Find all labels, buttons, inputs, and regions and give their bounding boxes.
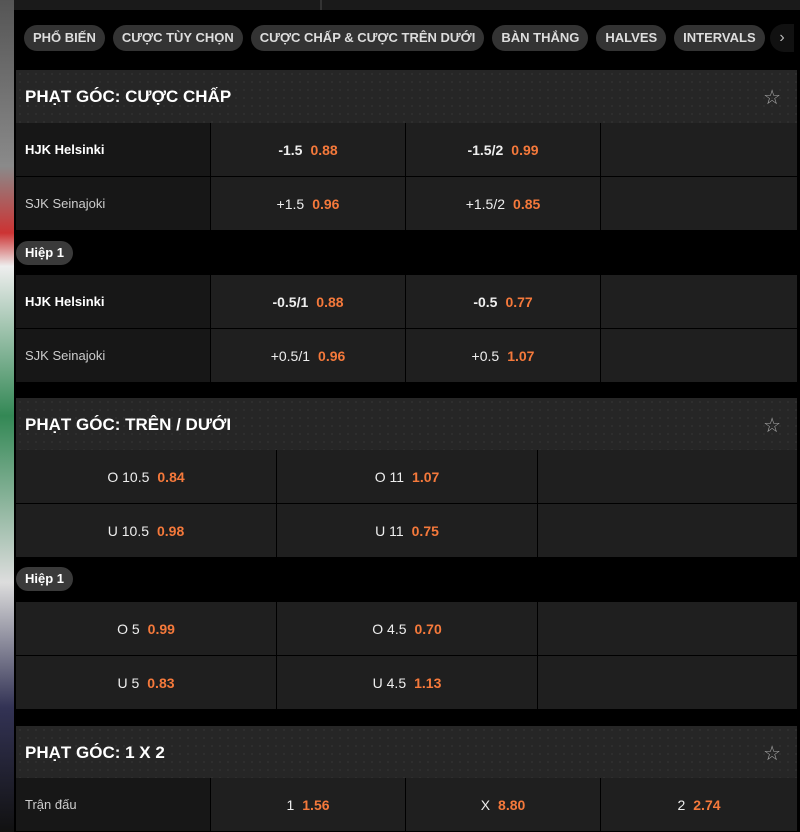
- empty-cell: [601, 177, 797, 230]
- section-title: PHẠT GÓC: CƯỢC CHẤP: [16, 70, 797, 123]
- odds-cell[interactable]: -1.5/2 0.99: [406, 123, 600, 176]
- empty-cell: [538, 602, 797, 655]
- market-tabs: PHỔ BIẾN CƯỢC TÙY CHỌN CƯỢC CHẤP & CƯỢC …: [24, 25, 765, 51]
- top-bar: [14, 0, 800, 10]
- empty-cell: [601, 329, 797, 382]
- star-icon[interactable]: ☆: [763, 743, 781, 765]
- odds-cell[interactable]: +0.5/1 0.96: [211, 329, 405, 382]
- tab-ban-thang[interactable]: BÀN THẮNG: [492, 25, 589, 51]
- odds-value: 0.88: [316, 293, 344, 310]
- tab-pho-bien[interactable]: PHỔ BIẾN: [24, 25, 105, 51]
- odds-cell[interactable]: U 5 0.83: [16, 656, 276, 709]
- odds-value: 2.74: [693, 796, 721, 813]
- odds-cell[interactable]: 2 2.74: [601, 778, 797, 831]
- star-icon[interactable]: ☆: [763, 415, 781, 437]
- handicap-line: O 11: [374, 468, 405, 485]
- odds-value: 0.88: [310, 141, 338, 158]
- odds-cell[interactable]: -0.5 0.77: [406, 275, 600, 328]
- odds-cell[interactable]: U 10.5 0.98: [16, 504, 276, 557]
- odds-value: 1.13: [414, 674, 442, 691]
- row-label: Trận đấu: [16, 778, 210, 831]
- section-over-under: PHẠT GÓC: TRÊN / DƯỚI ☆: [16, 398, 797, 451]
- odds-cell[interactable]: -0.5/1 0.88: [211, 275, 405, 328]
- handicap-line: U 11: [375, 522, 404, 539]
- odds-cell[interactable]: +1.5/2 0.85: [406, 177, 600, 230]
- over-under-table: O 10.5 0.84 O 11 1.07 U 10.5 0.98 U 11 0.75: [16, 450, 797, 557]
- section-title: PHẠT GÓC: 1 X 2: [16, 726, 797, 779]
- odds-value: 0.83: [147, 674, 175, 691]
- half-badge: Hiệp 1: [16, 567, 74, 591]
- background-strip: [0, 0, 14, 832]
- section-title: PHẠT GÓC: TRÊN / DƯỚI: [16, 398, 797, 451]
- empty-cell: [601, 275, 797, 328]
- odds-value: 8.80: [498, 796, 526, 813]
- team-name: HJK Helsinki: [16, 123, 210, 176]
- odds-cell[interactable]: +0.5 1.07: [406, 329, 600, 382]
- handicap-line: -0.5/1: [272, 293, 309, 310]
- handicap-line: 1: [286, 796, 295, 813]
- handicap-line: U 4.5: [372, 674, 407, 691]
- section-1x2: PHẠT GÓC: 1 X 2 ☆: [16, 726, 797, 779]
- odds-value: 0.99: [511, 141, 539, 158]
- odds-value: 0.96: [318, 347, 346, 364]
- handicap-line: -1.5/2: [467, 141, 504, 158]
- team-name: SJK Seinajoki: [16, 329, 210, 382]
- odds-value: 0.99: [147, 620, 175, 637]
- divider: [320, 0, 322, 10]
- 1x2-table: Trận đấu 1 1.56 X 8.80 2 2.74: [16, 778, 797, 831]
- team-name: SJK Seinajoki: [16, 177, 210, 230]
- handicap-line: -0.5: [473, 293, 498, 310]
- odds-cell[interactable]: O 11 1.07: [277, 450, 537, 503]
- odds-value: 0.84: [157, 468, 185, 485]
- odds-value: 0.85: [513, 195, 541, 212]
- handicap-half-table: HJK Helsinki -0.5/1 0.88 -0.5 0.77 SJK Seinaj…: [16, 275, 797, 382]
- odds-cell[interactable]: +1.5 0.96: [211, 177, 405, 230]
- handicap-line: X: [480, 796, 491, 813]
- odds-cell[interactable]: O 5 0.99: [16, 602, 276, 655]
- handicap-line: O 5: [117, 620, 140, 637]
- odds-cell[interactable]: X 8.80: [406, 778, 600, 831]
- tab-halves[interactable]: HALVES: [596, 25, 667, 51]
- odds-value: 0.75: [411, 522, 439, 539]
- odds-value: 0.96: [312, 195, 340, 212]
- odds-value: 1.07: [507, 347, 535, 364]
- handicap-line: +1.5/2: [465, 195, 506, 212]
- half-badge: Hiệp 1: [16, 241, 74, 265]
- tab-intervals[interactable]: INTERVALS: [674, 25, 765, 51]
- handicap-line: U 5: [117, 674, 140, 691]
- odds-value: 0.98: [157, 522, 185, 539]
- odds-cell[interactable]: O 4.5 0.70: [277, 602, 537, 655]
- chevron-right-icon[interactable]: ›: [770, 24, 794, 52]
- handicap-line: U 10.5: [107, 522, 149, 539]
- handicap-line: O 10.5: [107, 468, 150, 485]
- over-under-half-table: O 5 0.99 O 4.5 0.70 U 5 0.83 U 4.5 1.13: [16, 602, 797, 709]
- empty-cell: [538, 450, 797, 503]
- odds-value: 0.70: [414, 620, 442, 637]
- odds-value: 0.77: [505, 293, 533, 310]
- odds-cell[interactable]: -1.5 0.88: [211, 123, 405, 176]
- empty-cell: [601, 123, 797, 176]
- odds-cell[interactable]: O 10.5 0.84: [16, 450, 276, 503]
- star-icon[interactable]: ☆: [763, 87, 781, 109]
- handicap-line: 2: [677, 796, 686, 813]
- odds-cell[interactable]: U 11 0.75: [277, 504, 537, 557]
- section-handicap: PHẠT GÓC: CƯỢC CHẤP ☆: [16, 70, 797, 123]
- empty-cell: [538, 504, 797, 557]
- handicap-line: +0.5: [471, 347, 500, 364]
- handicap-line: +1.5: [276, 195, 305, 212]
- handicap-line: O 4.5: [372, 620, 407, 637]
- odds-value: 1.56: [302, 796, 330, 813]
- handicap-line: -1.5: [278, 141, 303, 158]
- handicap-line: +0.5/1: [270, 347, 311, 364]
- odds-value: 1.07: [412, 468, 440, 485]
- tab-cuoc-tuy-chon[interactable]: CƯỢC TÙY CHỌN: [112, 25, 243, 51]
- handicap-table: HJK Helsinki -1.5 0.88 -1.5/2 0.99 SJK Seinaj…: [16, 123, 797, 230]
- empty-cell: [538, 656, 797, 709]
- tab-cuoc-chap-tren-duoi[interactable]: CƯỢC CHẤP & CƯỢC TRÊN DƯỚI: [250, 25, 485, 51]
- team-name: HJK Helsinki: [16, 275, 210, 328]
- odds-cell[interactable]: U 4.5 1.13: [277, 656, 537, 709]
- odds-cell[interactable]: 1 1.56: [211, 778, 405, 831]
